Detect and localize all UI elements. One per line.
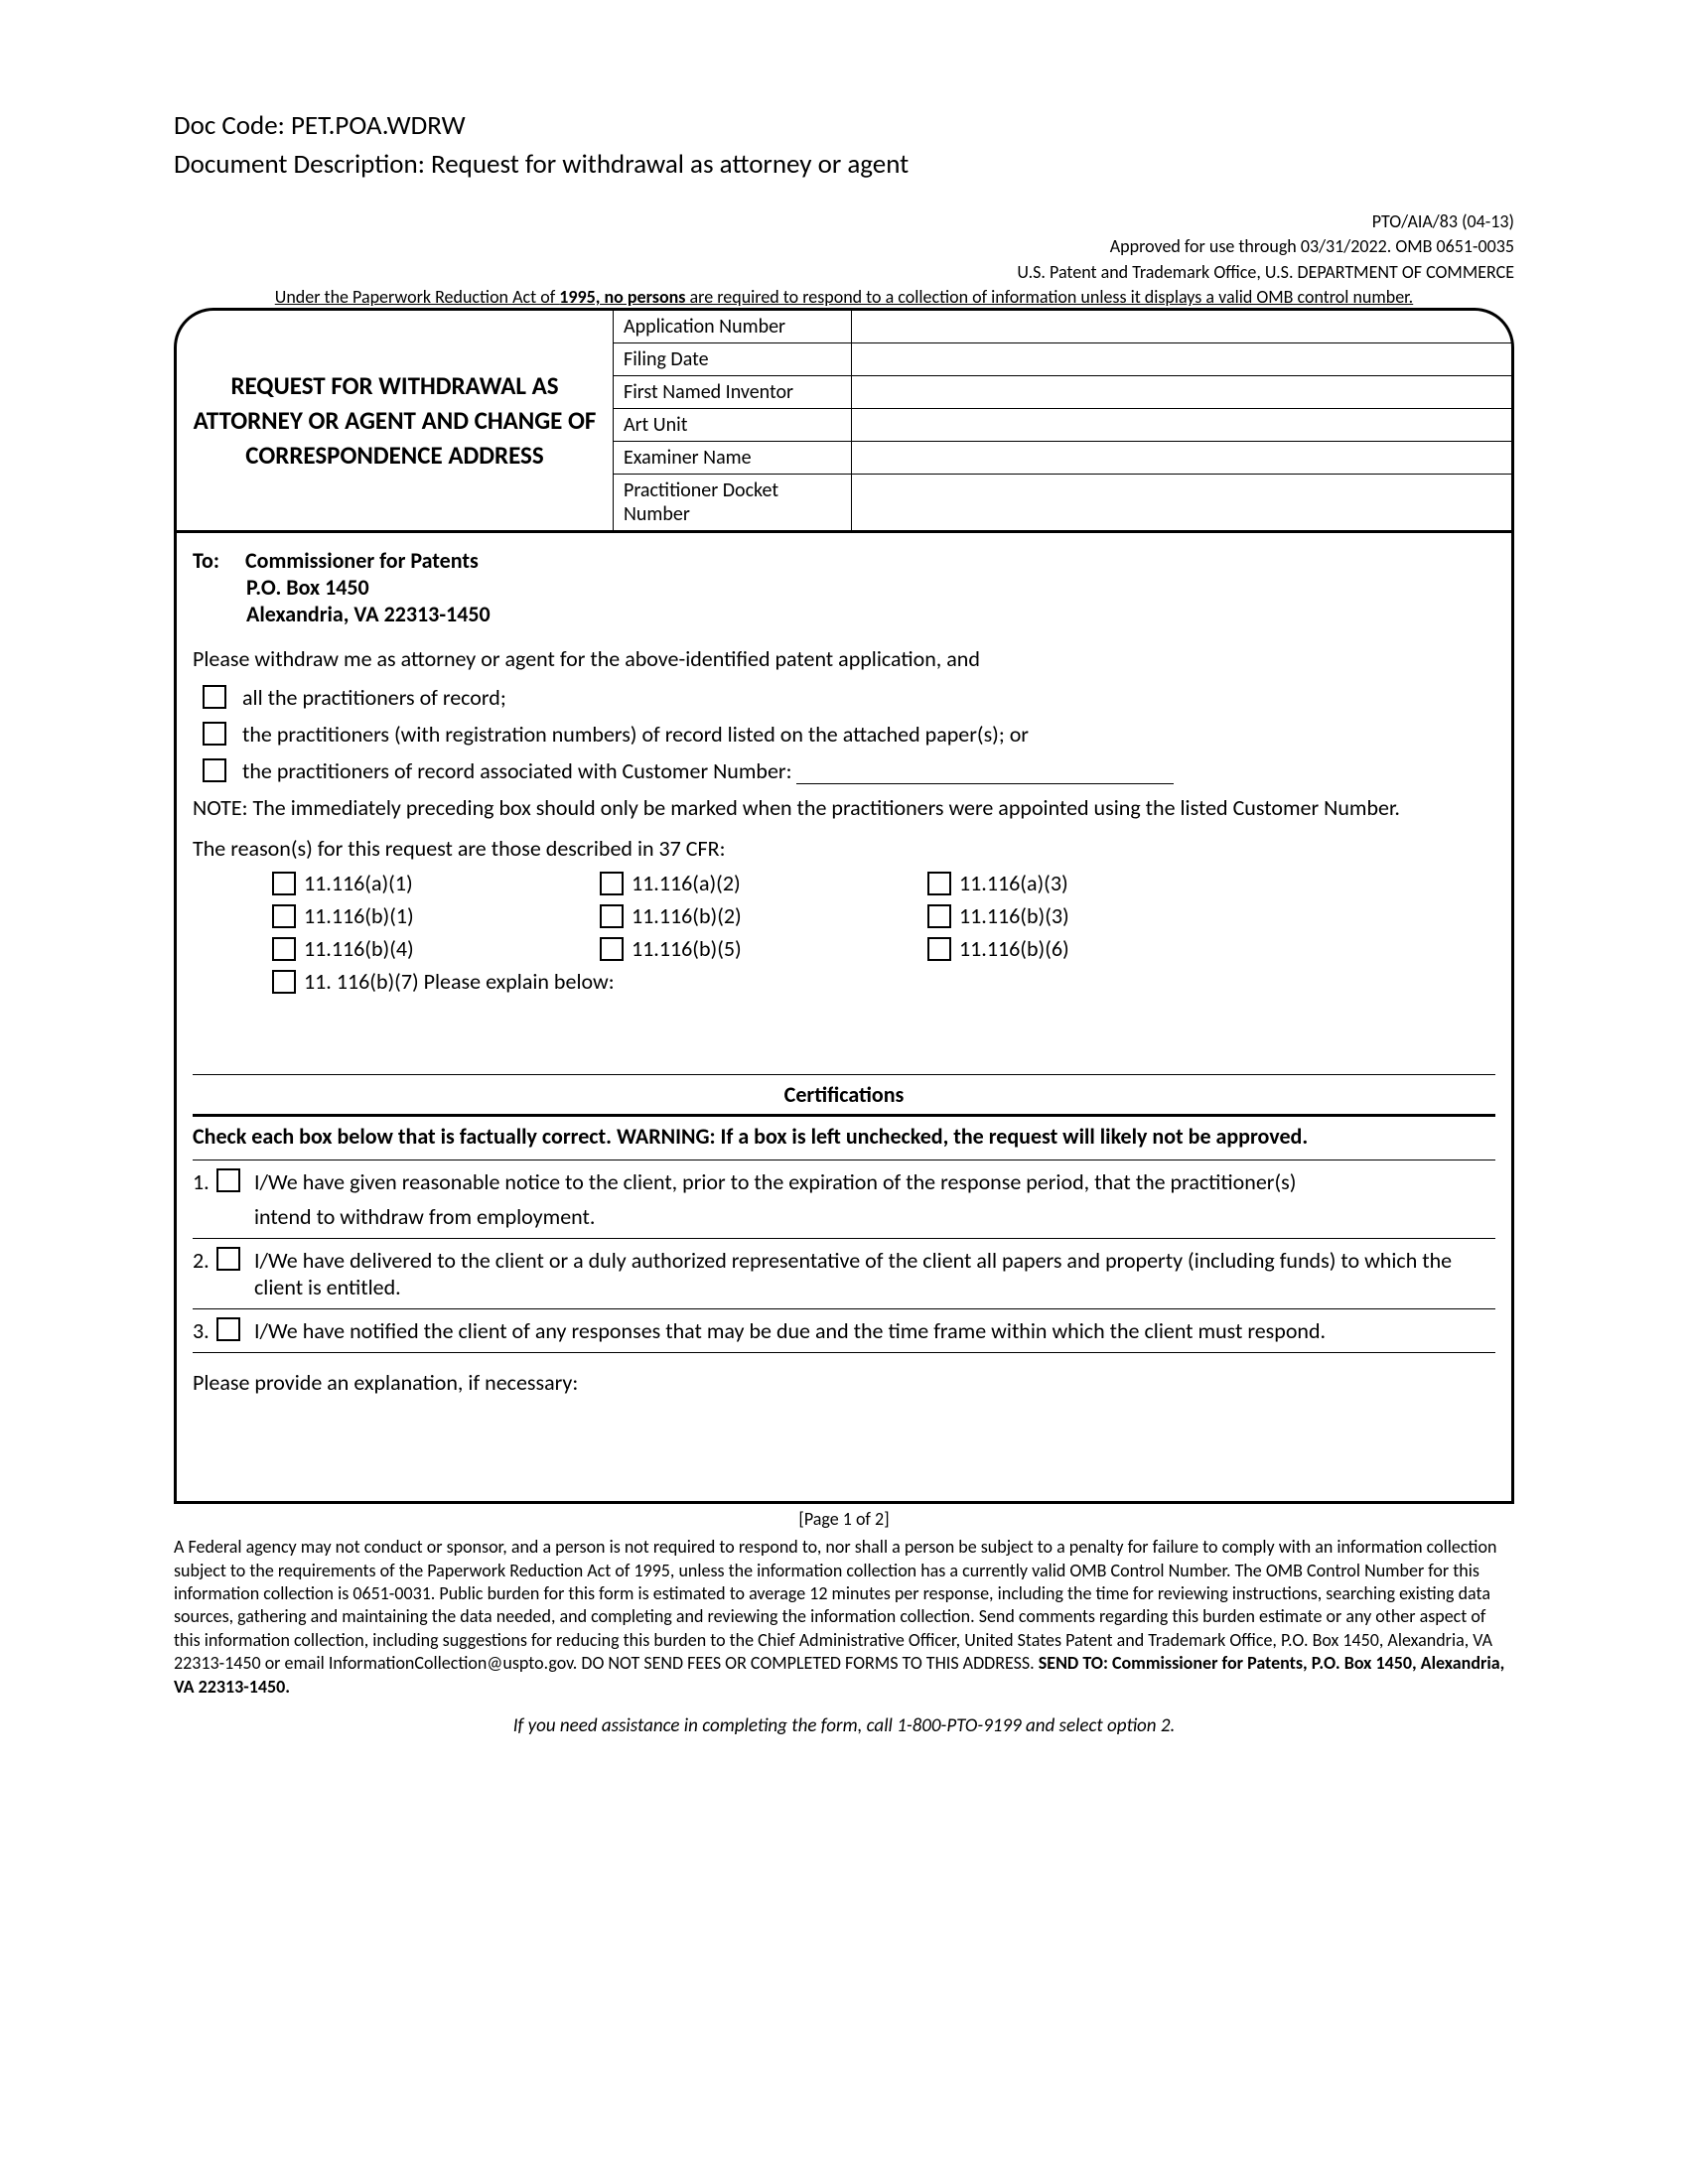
checkbox-cfr-a2[interactable] <box>600 872 624 895</box>
doc-code-value: PET.POA.WDRW <box>291 109 466 142</box>
cfr-b5: 11.116(b)(5) <box>632 935 742 962</box>
checkbox-cfr-b7[interactable] <box>272 970 296 994</box>
opt1-text: all the practitioners of record; <box>242 684 1495 711</box>
cert1-text: I/We have given reasonable notice to the… <box>254 1168 1495 1195</box>
explain-label: Please provide an explanation, if necess… <box>193 1353 1495 1404</box>
field-docket-label: Practitioner Docket Number <box>614 475 852 530</box>
cert1-text2: intend to withdraw from employment. <box>254 1203 1495 1230</box>
field-art-unit-label: Art Unit <box>614 409 852 441</box>
field-filing-date-label: Filing Date <box>614 343 852 375</box>
field-app-num-value[interactable] <box>852 311 1511 342</box>
doc-desc-value: Request for withdrawal as attorney or ag… <box>431 148 909 181</box>
paperwork-note: Under the Paperwork Reduction Act of 199… <box>174 286 1514 308</box>
office-line: U.S. Patent and Trademark Office, U.S. D… <box>174 261 1514 284</box>
field-art-unit-value[interactable] <box>852 409 1511 441</box>
doc-code-label: Doc Code: <box>174 109 285 142</box>
checkbox-cfr-b4[interactable] <box>272 937 296 961</box>
field-inventor-value[interactable] <box>852 376 1511 408</box>
cfr-b4: 11.116(b)(4) <box>304 935 414 962</box>
opt2-text: the practitioners (with registration num… <box>242 721 1495 748</box>
assist-text: If you need assistance in completing the… <box>174 1714 1514 1737</box>
cert3-num: 3. <box>193 1317 216 1344</box>
cfr-a2: 11.116(a)(2) <box>632 870 741 896</box>
form-id: PTO/AIA/83 (04-13) <box>174 210 1514 233</box>
customer-number-field[interactable] <box>796 762 1174 784</box>
reasons-intro: The reason(s) for this request are those… <box>193 835 1495 862</box>
note-text: NOTE: The immediately preceding box shou… <box>193 794 1495 821</box>
checkbox-all-practitioners[interactable] <box>203 685 226 709</box>
checkbox-cert2[interactable] <box>216 1247 240 1271</box>
intro-text: Please withdraw me as attorney or agent … <box>193 645 1495 672</box>
doc-desc-line: Document Description: Request for withdr… <box>174 148 1514 181</box>
to-block: To: Commissioner for Patents P.O. Box 14… <box>193 547 1495 627</box>
cfr-b2: 11.116(b)(2) <box>632 902 742 929</box>
cfr-a3: 11.116(a)(3) <box>959 870 1068 896</box>
checkbox-cfr-b2[interactable] <box>600 904 624 928</box>
checkbox-listed-practitioners[interactable] <box>203 722 226 746</box>
to-line3: Alexandria, VA 22313-1450 <box>246 601 1495 627</box>
to-line1: Commissioner for Patents <box>245 547 479 574</box>
cfr-b1: 11.116(b)(1) <box>304 902 414 929</box>
fields-table: Application Number Filing Date First Nam… <box>614 311 1511 530</box>
page-marker: [Page 1 of 2] <box>174 1508 1514 1530</box>
paperwork-post: are required to respond to a collection … <box>685 286 1413 308</box>
cert2-text: I/We have delivered to the client or a d… <box>254 1247 1495 1300</box>
paperwork-bold: 1995, no persons <box>559 286 685 308</box>
checkbox-cert3[interactable] <box>216 1317 240 1341</box>
cert-warning: Check each box below that is factually c… <box>193 1117 1495 1160</box>
checkbox-cfr-a3[interactable] <box>927 872 951 895</box>
checkbox-cert1[interactable] <box>216 1168 240 1192</box>
checkbox-cfr-a1[interactable] <box>272 872 296 895</box>
cert-title: Certifications <box>193 1075 1495 1114</box>
cfr-b7: 11. 116(b)(7) Please explain below: <box>304 968 615 995</box>
cfr-b6: 11.116(b)(6) <box>959 935 1069 962</box>
checkbox-cfr-b6[interactable] <box>927 937 951 961</box>
checkbox-cfr-b5[interactable] <box>600 937 624 961</box>
cert2-num: 2. <box>193 1247 216 1300</box>
opt3-text: the practitioners of record associated w… <box>242 757 1495 784</box>
checkbox-customer-number[interactable] <box>203 758 226 782</box>
cert3-text: I/We have notified the client of any res… <box>254 1317 1495 1344</box>
field-filing-date-value[interactable] <box>852 343 1511 375</box>
to-label: To: <box>193 547 240 574</box>
doc-code-line: Doc Code: PET.POA.WDRW <box>174 109 1514 142</box>
footer-text: A Federal agency may not conduct or spon… <box>174 1536 1514 1699</box>
field-examiner-value[interactable] <box>852 442 1511 474</box>
cfr-a1: 11.116(a)(1) <box>304 870 413 896</box>
top-section: REQUEST FOR WITHDRAWAL AS ATTORNEY OR AG… <box>174 308 1514 530</box>
form-title: REQUEST FOR WITHDRAWAL AS ATTORNEY OR AG… <box>177 311 614 530</box>
field-inventor-label: First Named Inventor <box>614 376 852 408</box>
field-examiner-label: Examiner Name <box>614 442 852 474</box>
doc-desc-label: Document Description: <box>174 148 425 181</box>
cfr-grid: 11.116(a)(1) 11.116(a)(2) 11.116(a)(3) 1… <box>272 870 1495 962</box>
field-app-num-label: Application Number <box>614 311 852 342</box>
opt3-label: the practitioners of record associated w… <box>242 757 791 784</box>
cert1-num: 1. <box>193 1168 216 1195</box>
main-body: To: Commissioner for Patents P.O. Box 14… <box>174 530 1514 1504</box>
checkbox-cfr-b1[interactable] <box>272 904 296 928</box>
to-line2: P.O. Box 1450 <box>246 574 1495 601</box>
checkbox-cfr-b3[interactable] <box>927 904 951 928</box>
paperwork-pre: Under the Paperwork Reduction Act of <box>275 286 559 308</box>
field-docket-value[interactable] <box>852 475 1511 530</box>
approval-line: Approved for use through 03/31/2022. OMB… <box>174 235 1514 258</box>
cfr-b3: 11.116(b)(3) <box>959 902 1069 929</box>
